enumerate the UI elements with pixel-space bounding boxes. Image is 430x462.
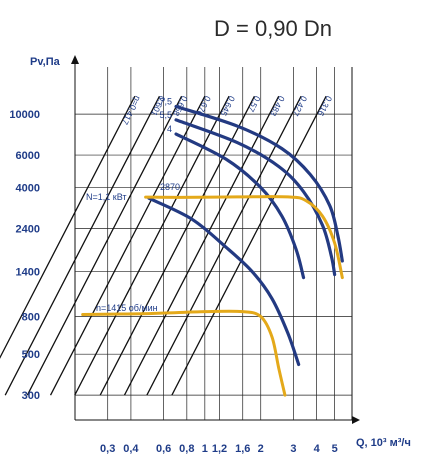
y-tick-label: 1400 xyxy=(16,267,40,279)
pressure-curve-label: 4 xyxy=(167,124,172,134)
efficiency-label: 0,57 xyxy=(246,94,263,114)
x-tick-label: 3 xyxy=(290,443,296,455)
efficiency-line xyxy=(74,95,230,396)
annotations: N=1,1 кВт 2870 n=1415 об/мин xyxy=(86,182,180,313)
y-tick-label: 2400 xyxy=(16,223,40,235)
ticks: 0,3 0,4 0,6 0,8 1 1,2 1,6 2 3 4 530050080014002400… xyxy=(9,109,337,455)
x-tick-label: 2 xyxy=(258,443,264,455)
x-axis-label: Q, 10³ м³/ч xyxy=(356,437,411,449)
y-tick-label: 300 xyxy=(22,390,40,402)
x-tick-label: 4 xyxy=(314,443,321,455)
efficiency-label: 0,483 xyxy=(268,94,287,118)
pressure-curves: 7,5 5,5 4 xyxy=(147,96,344,367)
chart-title: D = 0,90 Dn xyxy=(214,16,332,41)
x-tick-label: 1,2 xyxy=(212,443,227,455)
y-tick-label: 500 xyxy=(22,349,40,361)
pressure-curve-label: 7,5 xyxy=(160,96,173,106)
pressure-curve xyxy=(174,104,344,263)
x-tick-label: 1 xyxy=(202,443,208,455)
power-curve xyxy=(81,309,287,397)
y-tick-label: 10000 xyxy=(9,109,40,121)
y-tick-label: 6000 xyxy=(16,150,40,162)
efficiency-line xyxy=(4,95,161,396)
x-tick-label: 0,8 xyxy=(179,443,194,455)
efficiency-line xyxy=(0,95,136,359)
efficiency-line xyxy=(49,95,206,396)
efficiency-label: η=0,417 xyxy=(120,94,143,126)
efficiency-lines: η=0,417 0,601 0,658 0,676 0,645 0,57 0,483 0,42… xyxy=(0,94,334,396)
pressure-curve-label: 5,5 xyxy=(160,110,173,120)
x-tick-label: 1,6 xyxy=(235,443,250,455)
efficiency-label: 0,645 xyxy=(218,94,237,118)
y-tick-label: 4000 xyxy=(16,183,40,195)
efficiency-line xyxy=(99,95,256,396)
y-axis-arrow xyxy=(71,55,79,64)
rpm-low-label: n=1415 об/мин xyxy=(96,303,158,313)
efficiency-line xyxy=(171,95,327,396)
power-curves xyxy=(81,195,344,397)
x-tick-label: 5 xyxy=(332,443,338,455)
efficiency-label: 0,316 xyxy=(315,94,334,118)
pressure-curve xyxy=(174,132,306,280)
y-axis-label: Pv,Па xyxy=(30,56,61,68)
x-tick-label: 0,4 xyxy=(123,443,139,455)
x-axis-arrow xyxy=(352,416,360,424)
x-tick-label: 0,6 xyxy=(156,443,171,455)
power-label: N=1,1 кВт xyxy=(86,192,127,202)
power-curve xyxy=(144,195,344,280)
pressure-curve xyxy=(147,196,301,367)
pressure-curve xyxy=(174,118,337,277)
rpm-high-label: 2870 xyxy=(160,182,180,192)
y-tick-label: 800 xyxy=(22,312,40,324)
efficiency-line xyxy=(26,95,183,396)
efficiency-line xyxy=(123,95,280,396)
x-tick-label: 0,3 xyxy=(100,443,115,455)
